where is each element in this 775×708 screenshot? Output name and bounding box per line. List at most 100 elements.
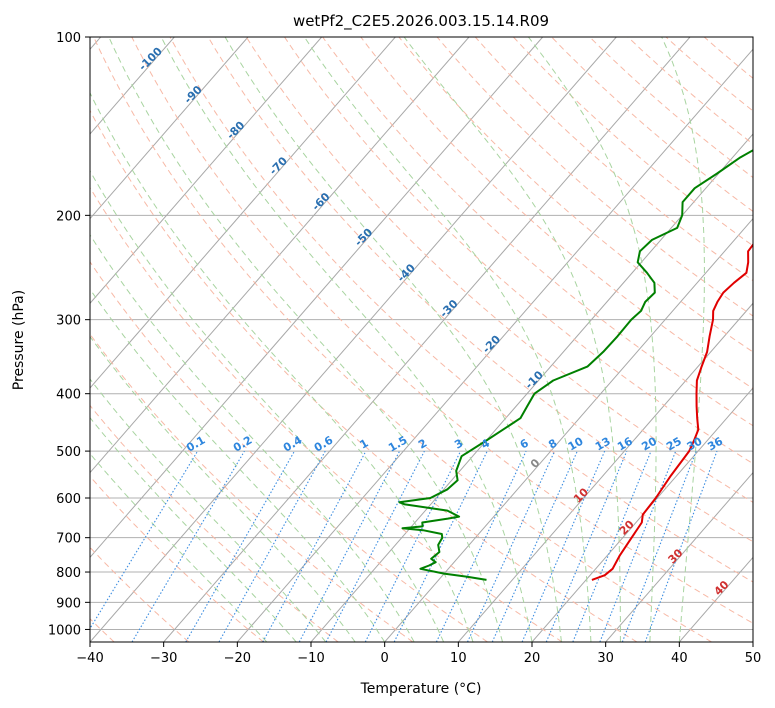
mixing-ratio-label: 6 [518,436,531,451]
dry-adiabat [90,404,339,642]
y-tick-label: 800 [56,566,81,581]
isotherm-line [752,641,753,642]
dry-adiabat [90,186,563,642]
moist-adiabat [160,37,533,642]
y-tick-label: 300 [56,314,81,329]
chart-title: wetPf2_C2E5.2026.003.15.14.R09 [293,12,549,31]
mixing-ratio-line [491,450,578,642]
mixing-ratio-line [621,450,697,642]
moist-adiabat [90,378,327,642]
mixing-ratio-line [90,450,199,630]
isotherm-line [90,37,544,559]
plot-frame [89,36,754,643]
moist-adiabat [90,91,474,642]
dry-adiabats [90,37,753,642]
dry-adiabat-label: -50 [352,226,375,249]
dry-adiabat [90,260,488,642]
y-tick-label: 900 [56,596,81,611]
moist-adiabat [403,37,621,642]
isotherm-line [90,37,470,474]
mixing-ratio-line [435,450,527,642]
mixing-ratio-line [325,450,425,642]
dry-adiabat [131,37,753,624]
moist-adiabat [90,452,268,642]
data-series [398,149,753,581]
mixing-ratio-line [185,450,295,642]
mixing-ratio-label: 3 [452,437,465,452]
dry-adiabat-label: -80 [224,119,247,142]
mixing-ratio-line [545,450,628,642]
x-tick-label: 40 [671,651,688,666]
dry-adiabat [90,546,190,642]
isotherm-line [163,37,691,642]
x-tick-label: 10 [450,651,467,666]
dry-adiabat [360,37,753,390]
moist-adiabat [528,37,657,642]
moist-adiabat [90,335,356,642]
series-line [398,149,753,581]
mixing-ratio-line [298,450,401,642]
isotherm-line [90,37,249,220]
mixing-ratio-line [644,450,718,642]
y-tick-label: 400 [56,388,81,403]
dry-adiabat [207,37,753,543]
x-tick-label: −30 [150,651,177,666]
dry-adiabat [398,37,753,353]
plot-area: 0.1 0.2 0.4 0.6 1 1.5 2 3 4 6 8 10 13 16 20 25 30 36-100-… [90,37,753,642]
moist-adiabat [90,169,445,642]
moist-adiabats [90,37,705,642]
x-tick-label: −10 [297,651,324,666]
dry-adiabat-label: -20 [480,333,503,356]
isotherm-grid [90,37,753,642]
x-axis-ticks: −40 −30 −20 −10 0 10 20 30 40 50 [76,642,761,666]
mixing-ratio-lines [90,450,718,642]
x-tick-label: 30 [597,651,614,666]
dry-adiabat [169,37,753,583]
moist-adiabat [90,234,415,642]
dry-adiabat-label: -30 [437,297,460,320]
mixing-ratio-line [393,450,488,642]
series-line [591,243,753,581]
moist-adiabat [661,37,705,642]
dry-adiabat [474,37,753,282]
isotherm-line [605,471,753,642]
dry-adiabat-label: 10 [571,485,591,505]
dry-adiabat [245,37,753,503]
isotherm-line [678,556,753,642]
dry-adiabat-label: -100 [136,44,165,73]
dry-adiabat-label: -60 [309,190,332,213]
isotherm-line [90,37,617,642]
dry-adiabat-label: -40 [395,261,418,284]
dry-adiabat [90,109,638,642]
mixing-ratio-line [218,450,326,642]
dry-adiabat [93,37,712,642]
isotherm-line [90,37,323,305]
dry-adiabat-label: -70 [267,154,290,177]
dry-adiabat-label: -90 [182,83,205,106]
moist-adiabat [108,37,503,642]
dry-adiabat-label: 30 [666,546,686,566]
y-axis-label: Pressure (hPa) [11,290,27,390]
mixing-ratio-line [364,450,462,642]
y-tick-label: 600 [56,492,81,507]
mixing-ratio-label: 2 [416,437,429,452]
dry-adiabat [90,333,414,642]
moist-adiabat [90,288,386,642]
y-tick-label: 700 [56,532,81,547]
dry-adiabat-label: 40 [712,578,732,598]
mixing-ratio-line [521,450,606,642]
dry-adiabat [436,37,753,317]
x-tick-label: 50 [745,651,762,666]
moist-adiabat [303,37,592,642]
moist-adiabat [90,416,297,642]
x-tick-label: 20 [524,651,541,666]
x-tick-label: −40 [76,651,103,666]
dry-adiabat [589,37,753,179]
moist-adiabat [224,37,562,642]
y-tick-label: 500 [56,445,81,460]
dry-adiabat [513,37,753,247]
x-axis-label: Temperature (°C) [360,681,482,697]
x-tick-label: 0 [381,651,389,666]
isotherm-line [90,37,396,389]
